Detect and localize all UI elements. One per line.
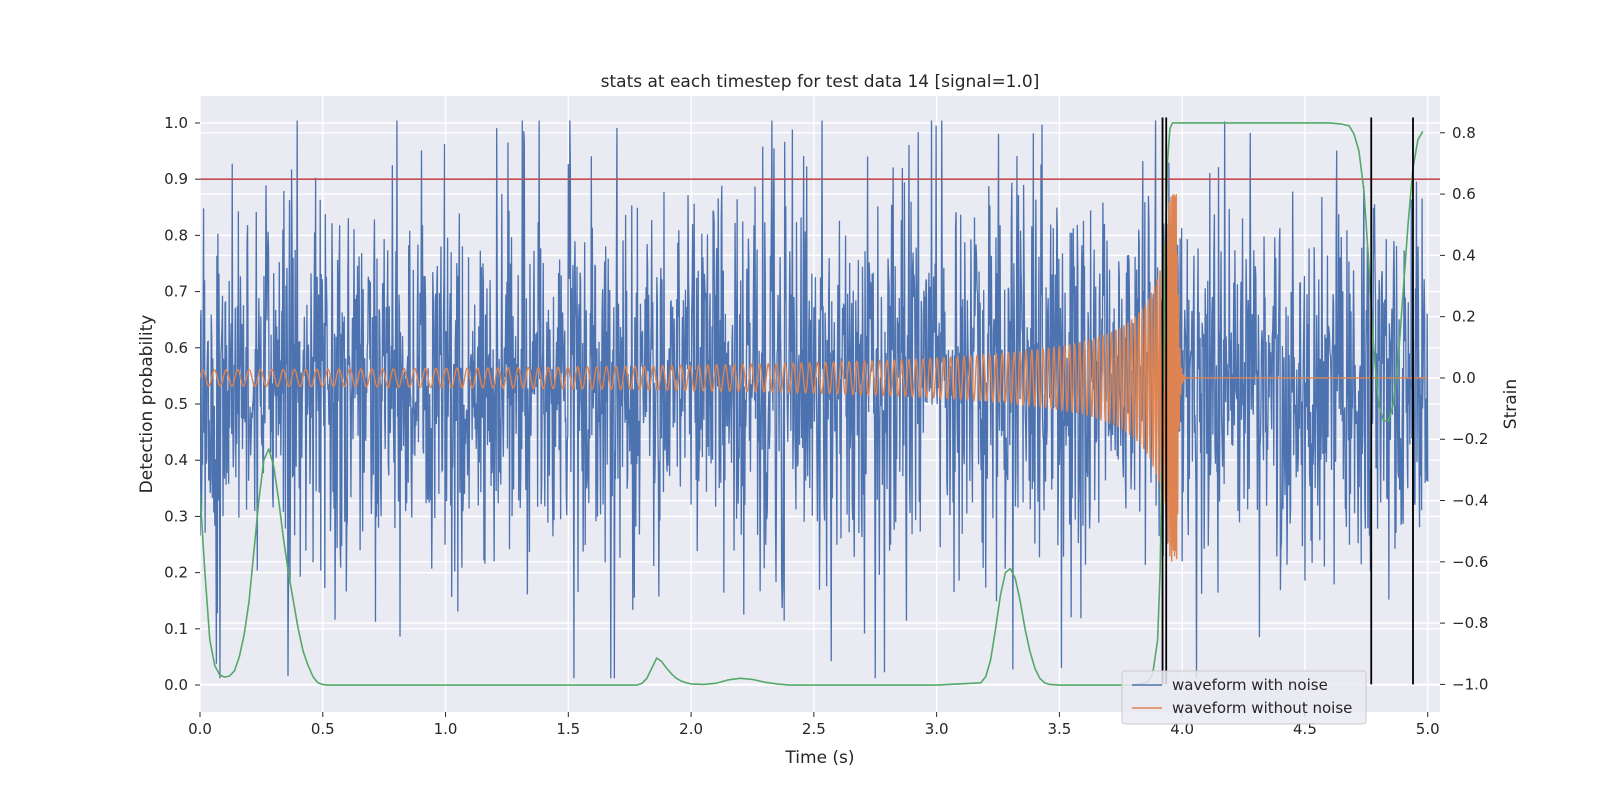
y-tick-label: 0.5 [164,395,188,413]
y-tick-label: 0.6 [164,339,188,357]
chart-title: stats at each timestep for test data 14 … [601,72,1040,92]
x-tick-label: 0.0 [188,720,212,738]
y-tick-label: 0.7 [164,283,188,301]
y2-tick-label: 0.2 [1452,308,1476,326]
y2-tick-label: 0.4 [1452,246,1476,264]
y-tick-label: 1.0 [164,114,188,132]
x-tick-label: 1.5 [556,720,580,738]
legend-label-noise: waveform with noise [1172,676,1328,694]
y-tick-label: 0.3 [164,507,188,525]
series-waveform-with-noise [200,120,1429,679]
legend-label-clean: waveform without noise [1172,699,1352,717]
x-tick-label: 0.5 [311,720,335,738]
legend: waveform with noise waveform without noi… [1121,670,1367,725]
x-tick-label: 2.5 [802,720,826,738]
y-tick-label: 0.4 [164,451,188,469]
y2-tick-label: −1.0 [1452,675,1488,693]
x-tick-label: 5.0 [1416,720,1440,738]
x-tick-label: 2.0 [679,720,703,738]
y-tick-label: 0.1 [164,620,188,638]
y2-tick-label: 0.8 [1452,124,1476,142]
y-tick-label: 0.9 [164,170,188,188]
y-tick-label: 0.0 [164,676,188,694]
legend-box [1121,670,1367,725]
y-axis-label: Detection probability [137,315,157,494]
ticks: 0.0 0.5 1.0 1.5 2.0 2.5 3.0 3.5 4.0 4.5 5.00.00.10… [164,114,1488,738]
y-tick-label: 0.2 [164,564,188,582]
y2-tick-label: −0.2 [1452,430,1488,448]
x-tick-label: 3.0 [925,720,949,738]
y2-tick-label: 0.6 [1452,185,1476,203]
x-tick-label: 1.0 [434,720,458,738]
y2-tick-label: 0.0 [1452,369,1476,387]
series-layer [200,117,1440,686]
y2-tick-label: −0.8 [1452,614,1488,632]
y2-tick-label: −0.6 [1452,553,1488,571]
y2-tick-label: −0.4 [1452,492,1488,510]
series-waveform-without-noise [200,194,1428,562]
x-axis-label: Time (s) [784,748,854,768]
series-detection-probability [200,122,1424,686]
y2-axis-label: Strain [1501,379,1521,429]
x-tick-label: 3.5 [1047,720,1071,738]
y-tick-label: 0.8 [164,226,188,244]
